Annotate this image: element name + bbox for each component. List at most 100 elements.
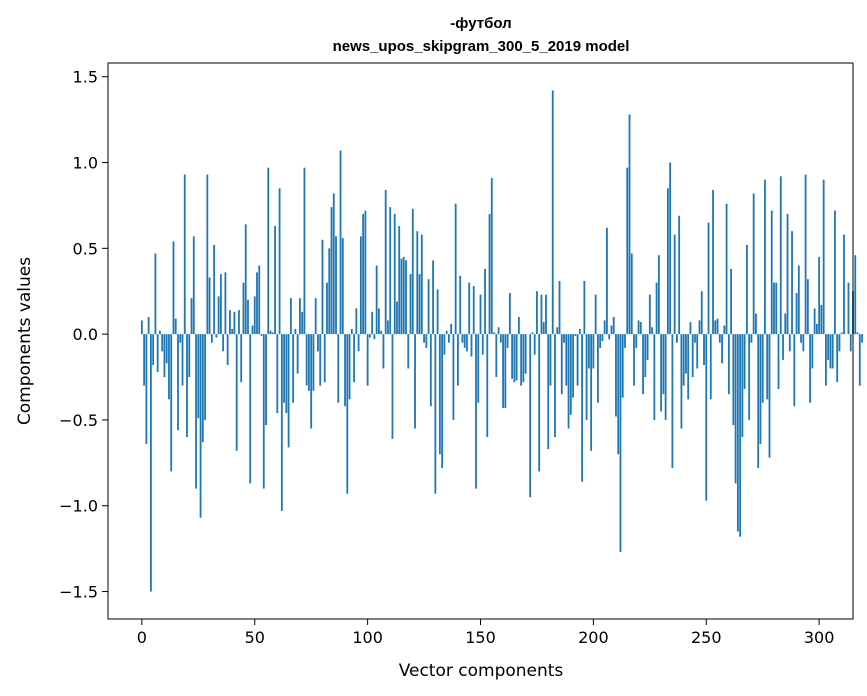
- bar: [271, 332, 274, 335]
- bar: [235, 334, 238, 451]
- y-axis: −1.5 −1.0 −0.5 0.0 0.5 1.0 1.5: [59, 68, 108, 602]
- bar: [678, 215, 681, 335]
- bar: [513, 334, 516, 383]
- x-tick-label: 0: [137, 628, 147, 647]
- bar: [825, 334, 827, 386]
- bar: [170, 334, 173, 472]
- bar: [477, 334, 480, 403]
- bar: [312, 334, 315, 391]
- bar: [238, 310, 240, 335]
- bar: [813, 308, 816, 335]
- bar: [791, 231, 793, 335]
- bar: [226, 334, 229, 366]
- bar: [210, 334, 213, 343]
- bar: [219, 274, 222, 335]
- bar: [344, 334, 346, 407]
- bar: [332, 193, 335, 335]
- bar: [341, 238, 344, 335]
- bar: [734, 334, 737, 484]
- bar: [755, 313, 757, 335]
- bar: [628, 114, 631, 335]
- bar: [761, 334, 764, 403]
- bar: [777, 334, 780, 390]
- y-tick-label: 0.0: [73, 325, 98, 344]
- bar: [502, 334, 504, 408]
- bar: [434, 334, 437, 494]
- bar: [843, 234, 845, 335]
- y-axis-label: Components values: [15, 257, 35, 425]
- bar: [163, 334, 166, 378]
- bar: [648, 294, 651, 335]
- bar: [373, 334, 376, 340]
- bar: [276, 334, 279, 414]
- bar: [416, 231, 419, 335]
- bar: [457, 334, 459, 386]
- bar: [289, 298, 292, 335]
- bar: [590, 334, 593, 451]
- bar: [479, 294, 482, 335]
- bar: [624, 334, 626, 348]
- bar: [800, 334, 802, 343]
- bar: [773, 282, 775, 335]
- bar: [551, 90, 554, 335]
- bar: [703, 334, 705, 366]
- bar: [298, 298, 301, 335]
- bar: [195, 334, 197, 489]
- bar: [635, 334, 638, 348]
- bar: [466, 334, 468, 352]
- bar: [425, 334, 428, 348]
- bar: [585, 334, 588, 420]
- bar: [391, 334, 394, 439]
- bar: [337, 334, 340, 403]
- bar: [490, 177, 493, 335]
- bar: [326, 282, 328, 335]
- bar: [452, 334, 455, 420]
- bar: [283, 334, 285, 403]
- bar: [168, 334, 170, 400]
- bar: [723, 325, 726, 335]
- bar: [497, 327, 500, 335]
- bar: [389, 207, 392, 335]
- bar: [323, 334, 326, 383]
- bar: [531, 332, 534, 335]
- bar: [348, 334, 351, 400]
- y-tick-label: −0.5: [59, 411, 98, 430]
- y-tick-label: −1.5: [59, 583, 98, 602]
- bar: [240, 334, 243, 383]
- bar: [504, 334, 507, 408]
- bar: [317, 334, 319, 352]
- bar: [438, 334, 441, 455]
- bar: [549, 334, 552, 386]
- bar: [278, 188, 281, 335]
- bar: [615, 334, 617, 417]
- bar: [610, 325, 613, 335]
- bar: [730, 268, 732, 335]
- bar: [578, 328, 581, 335]
- bar: [520, 334, 523, 386]
- bar: [831, 334, 834, 369]
- bar: [572, 334, 574, 398]
- bar: [314, 298, 317, 335]
- bar: [463, 334, 466, 348]
- bar: [680, 334, 683, 429]
- bar: [809, 334, 812, 403]
- bar: [445, 330, 448, 335]
- bar: [262, 334, 265, 489]
- bar: [653, 334, 656, 420]
- bar: [797, 265, 800, 335]
- bar: [827, 334, 830, 360]
- bar: [301, 311, 304, 335]
- bar: [165, 334, 168, 364]
- bar: [335, 236, 337, 335]
- bar: [685, 334, 687, 374]
- bar: [700, 291, 703, 335]
- bar: [732, 334, 735, 426]
- bar: [822, 179, 825, 335]
- bar: [405, 260, 407, 335]
- bar: [689, 322, 692, 335]
- bar: [409, 274, 412, 335]
- bar: [793, 334, 796, 407]
- bar: [186, 334, 188, 438]
- bar: [540, 294, 543, 335]
- bar: [583, 280, 586, 335]
